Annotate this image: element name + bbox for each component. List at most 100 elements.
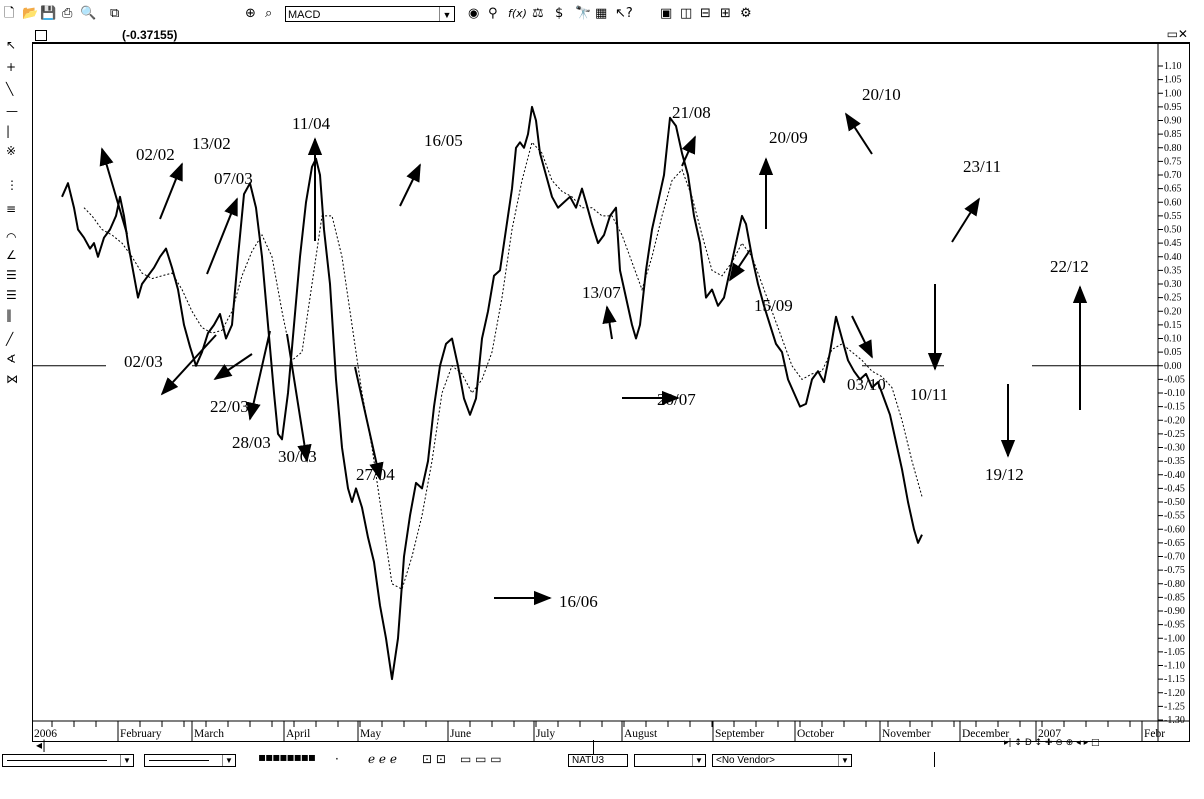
palette-icon[interactable]: · <box>335 752 339 766</box>
y-tick-label: 0.45 <box>1164 238 1182 249</box>
line-style-select[interactable]: ▼ <box>2 754 134 767</box>
period-select[interactable]: ▼ <box>634 754 706 767</box>
copy-icon[interactable]: ⧉ <box>110 6 120 21</box>
line-width-select[interactable]: ▼ <box>144 754 236 767</box>
toolbar: 🗋 📂 💾 ⎙ 🔍 ⧉ ⊕ ⌕ MACD ▼ ◉ ⚲ f(x) ⚖ $ 🔭 ▦ … <box>0 0 1204 30</box>
pointer-icon[interactable]: ↖ <box>6 38 17 52</box>
annotation-arrow <box>602 305 617 340</box>
y-tick-label: -0.15 <box>1164 402 1185 413</box>
y-tick-label: -0.30 <box>1164 443 1185 454</box>
time-zones-icon[interactable]: ‖ <box>6 308 12 322</box>
y-tick-label: 0.25 <box>1164 293 1182 304</box>
print-icon[interactable]: ⎙ <box>62 6 73 21</box>
x-tick-label: February <box>120 728 162 740</box>
x-tick-label: October <box>797 728 834 740</box>
annotation-label: 23/11 <box>963 157 1001 176</box>
y-tick-label: 0.10 <box>1164 334 1182 345</box>
y-tick-label: 1.05 <box>1164 75 1182 86</box>
horizontal-line-icon[interactable]: — <box>6 104 18 118</box>
window-icon[interactable]: ◫ <box>680 6 693 21</box>
window-layout-icon[interactable]: ▭ ▭ ▭ <box>460 752 502 766</box>
cycle-icon[interactable]: ※ <box>6 144 17 158</box>
annotation-label: 27/04 <box>356 465 395 484</box>
function-icon[interactable]: f(x) <box>508 7 527 20</box>
dollar-icon[interactable]: $ <box>555 6 564 21</box>
chevron-down-icon[interactable]: ▼ <box>120 755 133 766</box>
crosshair-icon[interactable]: ⊕ <box>245 6 256 21</box>
chevron-down-icon[interactable]: ▼ <box>838 755 851 766</box>
y-tick-label: 0.75 <box>1164 156 1182 167</box>
settings-icon[interactable]: ⚙ <box>740 6 752 21</box>
vertical-line-icon[interactable]: | <box>6 124 11 138</box>
trendline-icon[interactable]: ╲ <box>6 82 14 96</box>
line-tool-icon[interactable]: ╱ <box>6 332 14 346</box>
annotation-label: 15/09 <box>754 296 793 315</box>
indicator-select[interactable]: MACD ▼ <box>285 6 455 22</box>
extension-icon[interactable]: ☰ <box>6 288 17 302</box>
print-preview-icon[interactable]: 🔍 <box>80 6 97 21</box>
window-menu-icon[interactable] <box>35 30 47 41</box>
export-icon[interactable]: ⊡ ⊡ <box>422 752 446 766</box>
scale-icon[interactable]: ⚖ <box>532 6 544 21</box>
macd-chart[interactable]: 1.10 1.05 1.00 0.95 0.90 0.85 0.80 0.75 0.70 0.65… <box>32 29 1190 742</box>
y-tick-label: -1.15 <box>1164 674 1185 685</box>
chevron-down-icon[interactable]: ▼ <box>692 755 705 766</box>
pin-icon[interactable]: ⚲ <box>488 6 498 21</box>
open-icon[interactable]: 📂 <box>22 6 39 21</box>
binoculars-icon[interactable]: 🔭 <box>575 6 592 21</box>
save-icon[interactable]: 💾 <box>40 6 57 21</box>
y-tick-label: -0.95 <box>1164 620 1185 631</box>
symbol-field[interactable]: NATU3 <box>568 754 628 767</box>
x-tick-label: March <box>194 728 224 740</box>
color-swatches-icon[interactable]: ▪▪▪▪▪▪▪▪ <box>258 750 316 764</box>
split-horizontal-icon[interactable]: ⊟ <box>700 6 711 21</box>
vendor-select[interactable]: <No Vendor> ▼ <box>712 754 852 767</box>
help-icon[interactable]: ↖? <box>615 6 633 21</box>
channel-icon[interactable]: ⋮ <box>6 178 18 192</box>
annotation-label: 13/07 <box>582 283 621 302</box>
chevron-down-icon[interactable]: ▼ <box>222 755 235 766</box>
tile-icon[interactable]: ▣ <box>660 6 673 21</box>
chart-icon[interactable]: ◉ <box>468 6 480 21</box>
y-tick-label: -1.25 <box>1164 701 1185 712</box>
retracement-icon[interactable]: ☰ <box>6 268 17 282</box>
y-tick-label: 0.65 <box>1164 184 1182 195</box>
annotation-arrow <box>845 112 873 155</box>
annotation-label: 16/06 <box>559 592 598 611</box>
y-tick-label: 0.40 <box>1164 252 1182 263</box>
chevron-down-icon[interactable]: ▼ <box>439 7 454 21</box>
chart-header: (-0.37155) ▭✕ <box>32 27 1190 43</box>
zoom-icon[interactable]: ⌕ <box>265 6 273 21</box>
y-tick-label: -1.30 <box>1164 715 1185 726</box>
scroll-left-icon[interactable]: ◂| <box>36 738 47 752</box>
annotation-label: 20/07 <box>657 390 696 409</box>
y-tick-label: 0.15 <box>1164 320 1182 331</box>
y-tick-label: 0.80 <box>1164 143 1182 154</box>
fibonacci-icon[interactable]: ≡ <box>6 202 17 216</box>
y-tick-label: 0.30 <box>1164 279 1182 290</box>
window-controls[interactable]: ▭✕ <box>1166 27 1188 41</box>
link-icon[interactable]: ℯ ℯ ℯ <box>368 752 397 766</box>
y-tick-label: 0.60 <box>1164 197 1182 208</box>
vendor-value: <No Vendor> <box>716 755 775 766</box>
y-tick-label: 0.70 <box>1164 170 1182 181</box>
x-tick-label: September <box>715 728 764 740</box>
annotation-arrow <box>99 147 128 235</box>
annotation-label: 22/12 <box>1050 257 1089 276</box>
y-tick-label: -0.10 <box>1164 388 1185 399</box>
y-tick-label: -1.05 <box>1164 647 1185 658</box>
grid-icon[interactable]: ▦ <box>595 6 608 21</box>
crosshair-tool-icon[interactable]: + <box>6 60 17 74</box>
navigation-controls[interactable]: ▸| ↕ D ↕ ✚ ⊖ ⊕ ◂ ▸ □ <box>1004 738 1100 748</box>
split-quad-icon[interactable]: ⊞ <box>720 6 731 21</box>
new-icon[interactable]: 🗋 <box>4 6 15 21</box>
annotation-arrow <box>399 163 421 207</box>
y-tick-label: -0.60 <box>1164 524 1185 535</box>
x-tick-label: May <box>360 728 381 740</box>
arc-icon[interactable]: ◠ <box>6 230 17 244</box>
fan-icon[interactable]: ∠ <box>6 248 17 262</box>
speed-lines-icon[interactable]: ∢ <box>6 352 17 366</box>
y-tick-label: -0.35 <box>1164 456 1185 467</box>
gann-icon[interactable]: ⋈ <box>6 372 18 386</box>
annotation-label: 13/02 <box>192 134 231 153</box>
